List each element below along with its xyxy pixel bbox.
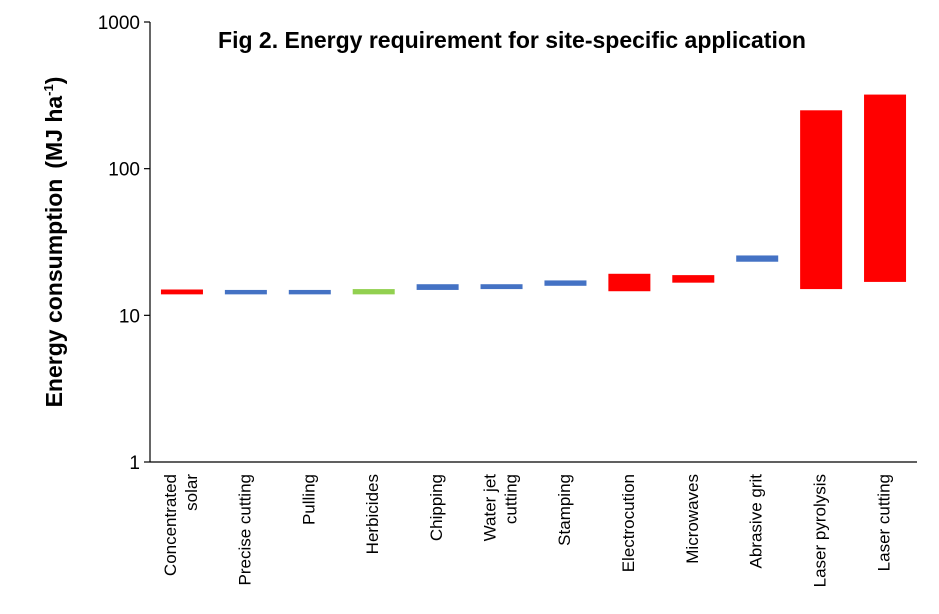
- range-bar: [864, 94, 907, 282]
- y-axis-label-unit-close: ): [41, 77, 67, 85]
- range-bar: [160, 289, 203, 295]
- x-tick-label: Stamping: [555, 474, 574, 546]
- range-bar: [480, 284, 523, 290]
- y-axis-label-main: Energy consumption: [41, 179, 67, 408]
- range-bar: [544, 280, 587, 286]
- x-tick-label: Water jet cutting: [481, 474, 521, 542]
- x-tick-label: Pulling: [299, 474, 318, 525]
- x-tick-label-line: Electrocution: [619, 474, 638, 572]
- x-tick-label: Laser pyrolysis: [811, 474, 830, 587]
- x-tick-label-line: Precise cutting: [235, 474, 254, 586]
- range-bar: [608, 273, 651, 292]
- range-bar: [224, 289, 267, 295]
- x-tick-label-line: Laser pyrolysis: [811, 474, 830, 587]
- x-tick-label-line: Concentrated: [161, 474, 180, 576]
- y-tick-label: 1: [129, 453, 140, 474]
- y-tick-label: 10: [119, 306, 140, 327]
- range-bar: [736, 255, 779, 262]
- range-bar: [800, 110, 843, 290]
- x-tick-label-line: solar: [182, 474, 201, 511]
- y-tick-label: 1000: [98, 13, 140, 34]
- x-ticks: Concentrated solar Precise cutting Pulling H…: [161, 474, 894, 588]
- x-tick-label: Electrocution: [619, 474, 638, 572]
- x-tick-label-line: cutting: [502, 474, 521, 524]
- x-tick-label-line: Water jet: [481, 474, 500, 542]
- x-tick-label-line: Microwaves: [683, 474, 702, 564]
- x-tick-label-line: Stamping: [555, 474, 574, 546]
- x-tick-label-line: Herbicides: [363, 474, 382, 554]
- x-tick-label-line: Abrasive grit: [747, 474, 766, 569]
- range-bar: [672, 275, 715, 283]
- x-tick-label: Laser cutting: [875, 474, 894, 571]
- x-tick-label-line: Laser cutting: [875, 474, 894, 571]
- y-axis-label-unit-sup: -1: [41, 84, 56, 96]
- y-ticks: 1 10 100 1000: [98, 13, 150, 474]
- x-tick-label: Precise cutting: [235, 474, 254, 586]
- y-axis-label: Energy consumption (MJ ha-1): [41, 77, 67, 408]
- y-axis-label-unit-open: (MJ ha: [41, 96, 67, 169]
- range-bar: [416, 284, 459, 290]
- range-bar: [288, 289, 331, 295]
- range-bar: [352, 289, 395, 295]
- x-tick-label-line: Chipping: [427, 474, 446, 541]
- y-tick-label: 100: [108, 160, 140, 181]
- chart-title: Fig 2. Energy requirement for site-speci…: [218, 27, 806, 53]
- x-tick-label: Microwaves: [683, 474, 702, 564]
- x-tick-label-line: Pulling: [299, 474, 318, 525]
- x-tick-label: Chipping: [427, 474, 446, 541]
- x-tick-label: Abrasive grit: [747, 474, 766, 569]
- x-tick-label: Herbicides: [363, 474, 382, 554]
- range-bars: [160, 94, 907, 295]
- x-tick-label: Concentrated solar: [161, 474, 201, 576]
